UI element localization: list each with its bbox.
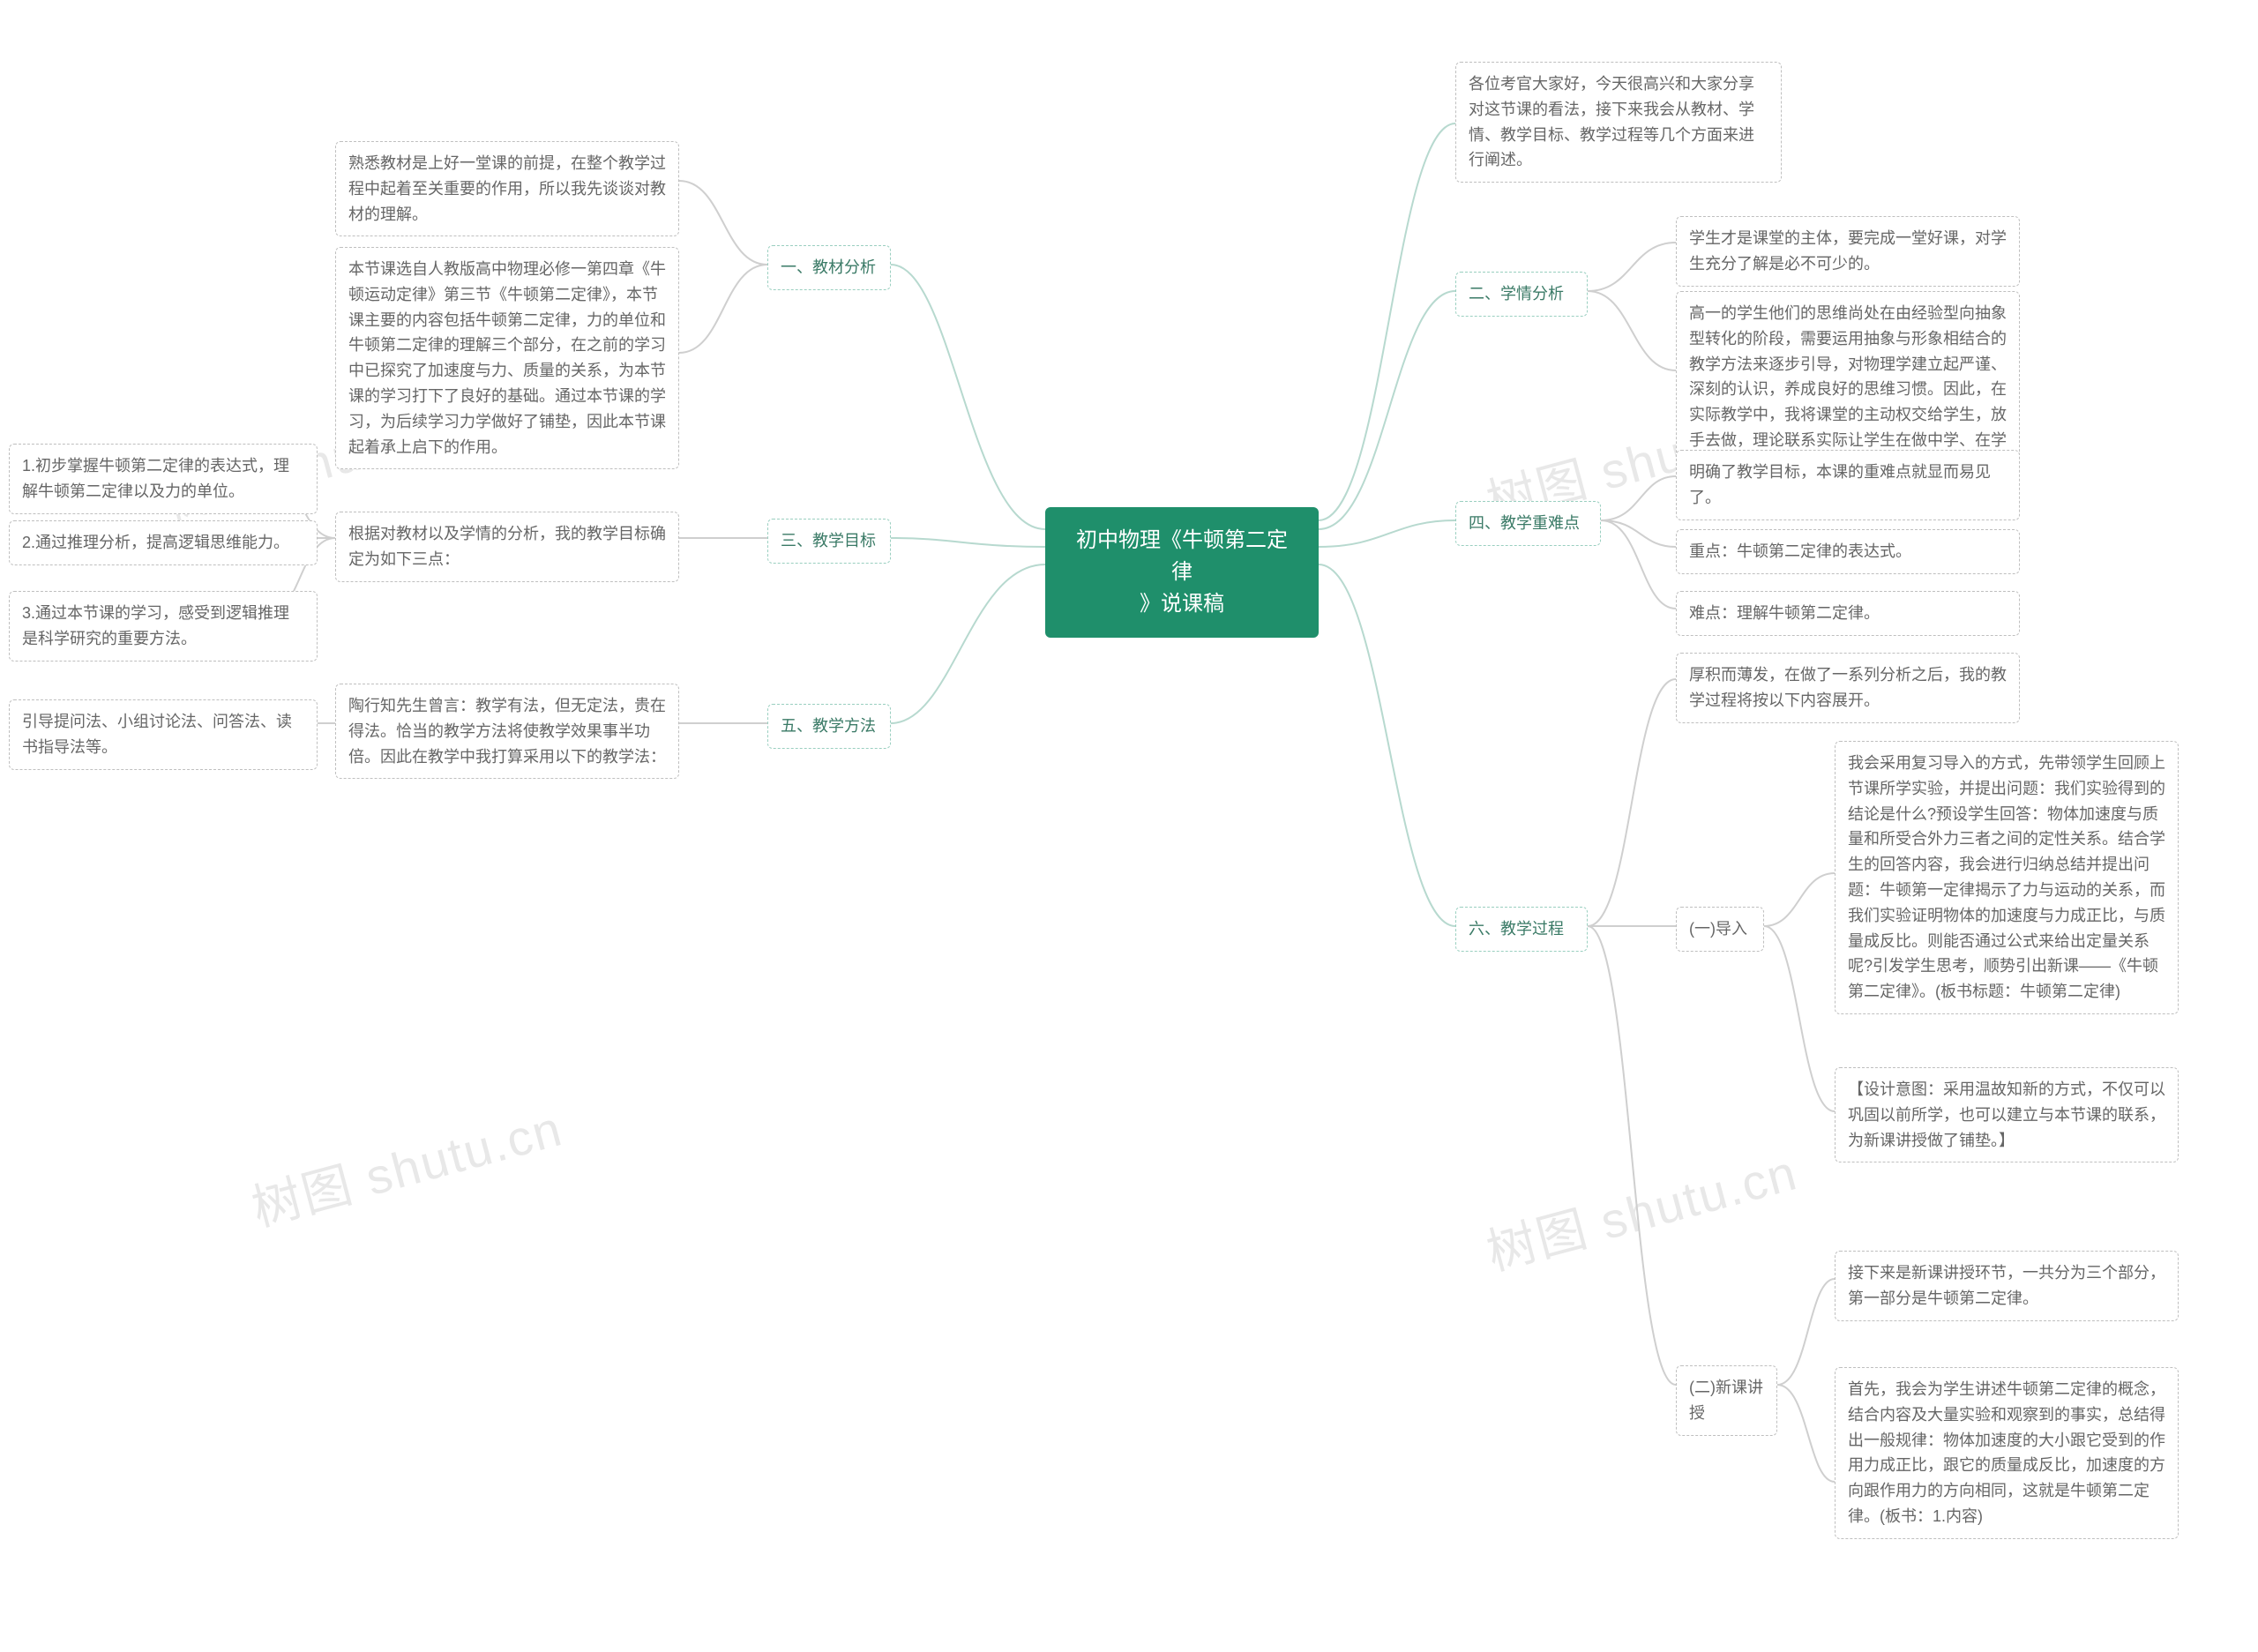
watermark: 树图 shutu.cn <box>1478 1133 1805 1285</box>
leaf-b3-0[interactable]: 根据对教材以及学情的分析，我的教学目标确定为如下三点： <box>335 512 679 582</box>
leaf-b5-0[interactable]: 陶行知先生曾言：教学有法，但无定法，贵在得法。恰当的教学方法将使教学效果事半功倍… <box>335 684 679 779</box>
branch-5[interactable]: 五、教学方法 <box>767 704 891 749</box>
intro-note[interactable]: 各位考官大家好，今天很高兴和大家分享对这节课的看法，接下来我会从教材、学情、教学… <box>1455 62 1782 183</box>
leaf-b2-1[interactable]: 学生才是课堂的主体，要完成一堂好课，对学生充分了解是必不可少的。 <box>1676 216 2020 287</box>
branch-2[interactable]: 二、学情分析 <box>1455 272 1588 317</box>
branch-3[interactable]: 三、教学目标 <box>767 519 891 564</box>
branch-6[interactable]: 六、教学过程 <box>1455 907 1588 952</box>
leaf-b4-2[interactable]: 重点：牛顿第二定律的表达式。 <box>1676 529 2020 574</box>
leaf-b4-1[interactable]: 明确了教学目标，本课的重难点就显而易见了。 <box>1676 450 2020 520</box>
branch-4[interactable]: 四、教学重难点 <box>1455 501 1601 546</box>
leaf-b3-1[interactable]: 1.初步掌握牛顿第二定律的表达式，理解牛顿第二定律以及力的单位。 <box>9 444 318 514</box>
leaf-b6-s1-1[interactable]: 我会采用复习导入的方式，先带领学生回顾上节课所学实验，并提出问题：我们实验得到的… <box>1835 741 2179 1014</box>
leaf-b5-1[interactable]: 引导提问法、小组讨论法、问答法、读书指导法等。 <box>9 699 318 770</box>
sub-b6-1[interactable]: (一)导入 <box>1676 907 1764 952</box>
leaf-b4-3[interactable]: 难点：理解牛顿第二定律。 <box>1676 591 2020 636</box>
leaf-b6-s2-1[interactable]: 接下来是新课讲授环节，一共分为三个部分，第一部分是牛顿第二定律。 <box>1835 1251 2179 1321</box>
root-node[interactable]: 初中物理《牛顿第二定律 》说课稿 <box>1045 507 1319 638</box>
leaf-b3-3[interactable]: 3.通过本节课的学习，感受到逻辑推理是科学研究的重要方法。 <box>9 591 318 662</box>
sub-b6-2[interactable]: (二)新课讲授 <box>1676 1365 1777 1436</box>
root-title-line1: 初中物理《牛顿第二定律 <box>1076 528 1288 584</box>
leaf-b6-s2-2[interactable]: 首先，我会为学生讲述牛顿第二定律的概念，结合内容及大量实验和观察到的事实，总结得… <box>1835 1367 2179 1539</box>
branch-1[interactable]: 一、教材分析 <box>767 245 891 290</box>
leaf-b6-s1-2[interactable]: 【设计意图：采用温故知新的方式，不仅可以巩固以前所学，也可以建立与本节课的联系，… <box>1835 1067 2179 1162</box>
watermark: 树图 shutu.cn <box>243 1089 570 1241</box>
leaf-b3-2[interactable]: 2.通过推理分析，提高逻辑思维能力。 <box>9 520 318 565</box>
leaf-b6-0[interactable]: 厚积而薄发，在做了一系列分析之后，我的教学过程将按以下内容展开。 <box>1676 653 2020 723</box>
leaf-b1-1[interactable]: 熟悉教材是上好一堂课的前提，在整个教学过程中起着至关重要的作用，所以我先谈谈对教… <box>335 141 679 236</box>
root-title-line2: 》说课稿 <box>1140 592 1224 616</box>
leaf-b1-2[interactable]: 本节课选自人教版高中物理必修一第四章《牛顿运动定律》第三节《牛顿第二定律》，本节… <box>335 247 679 469</box>
